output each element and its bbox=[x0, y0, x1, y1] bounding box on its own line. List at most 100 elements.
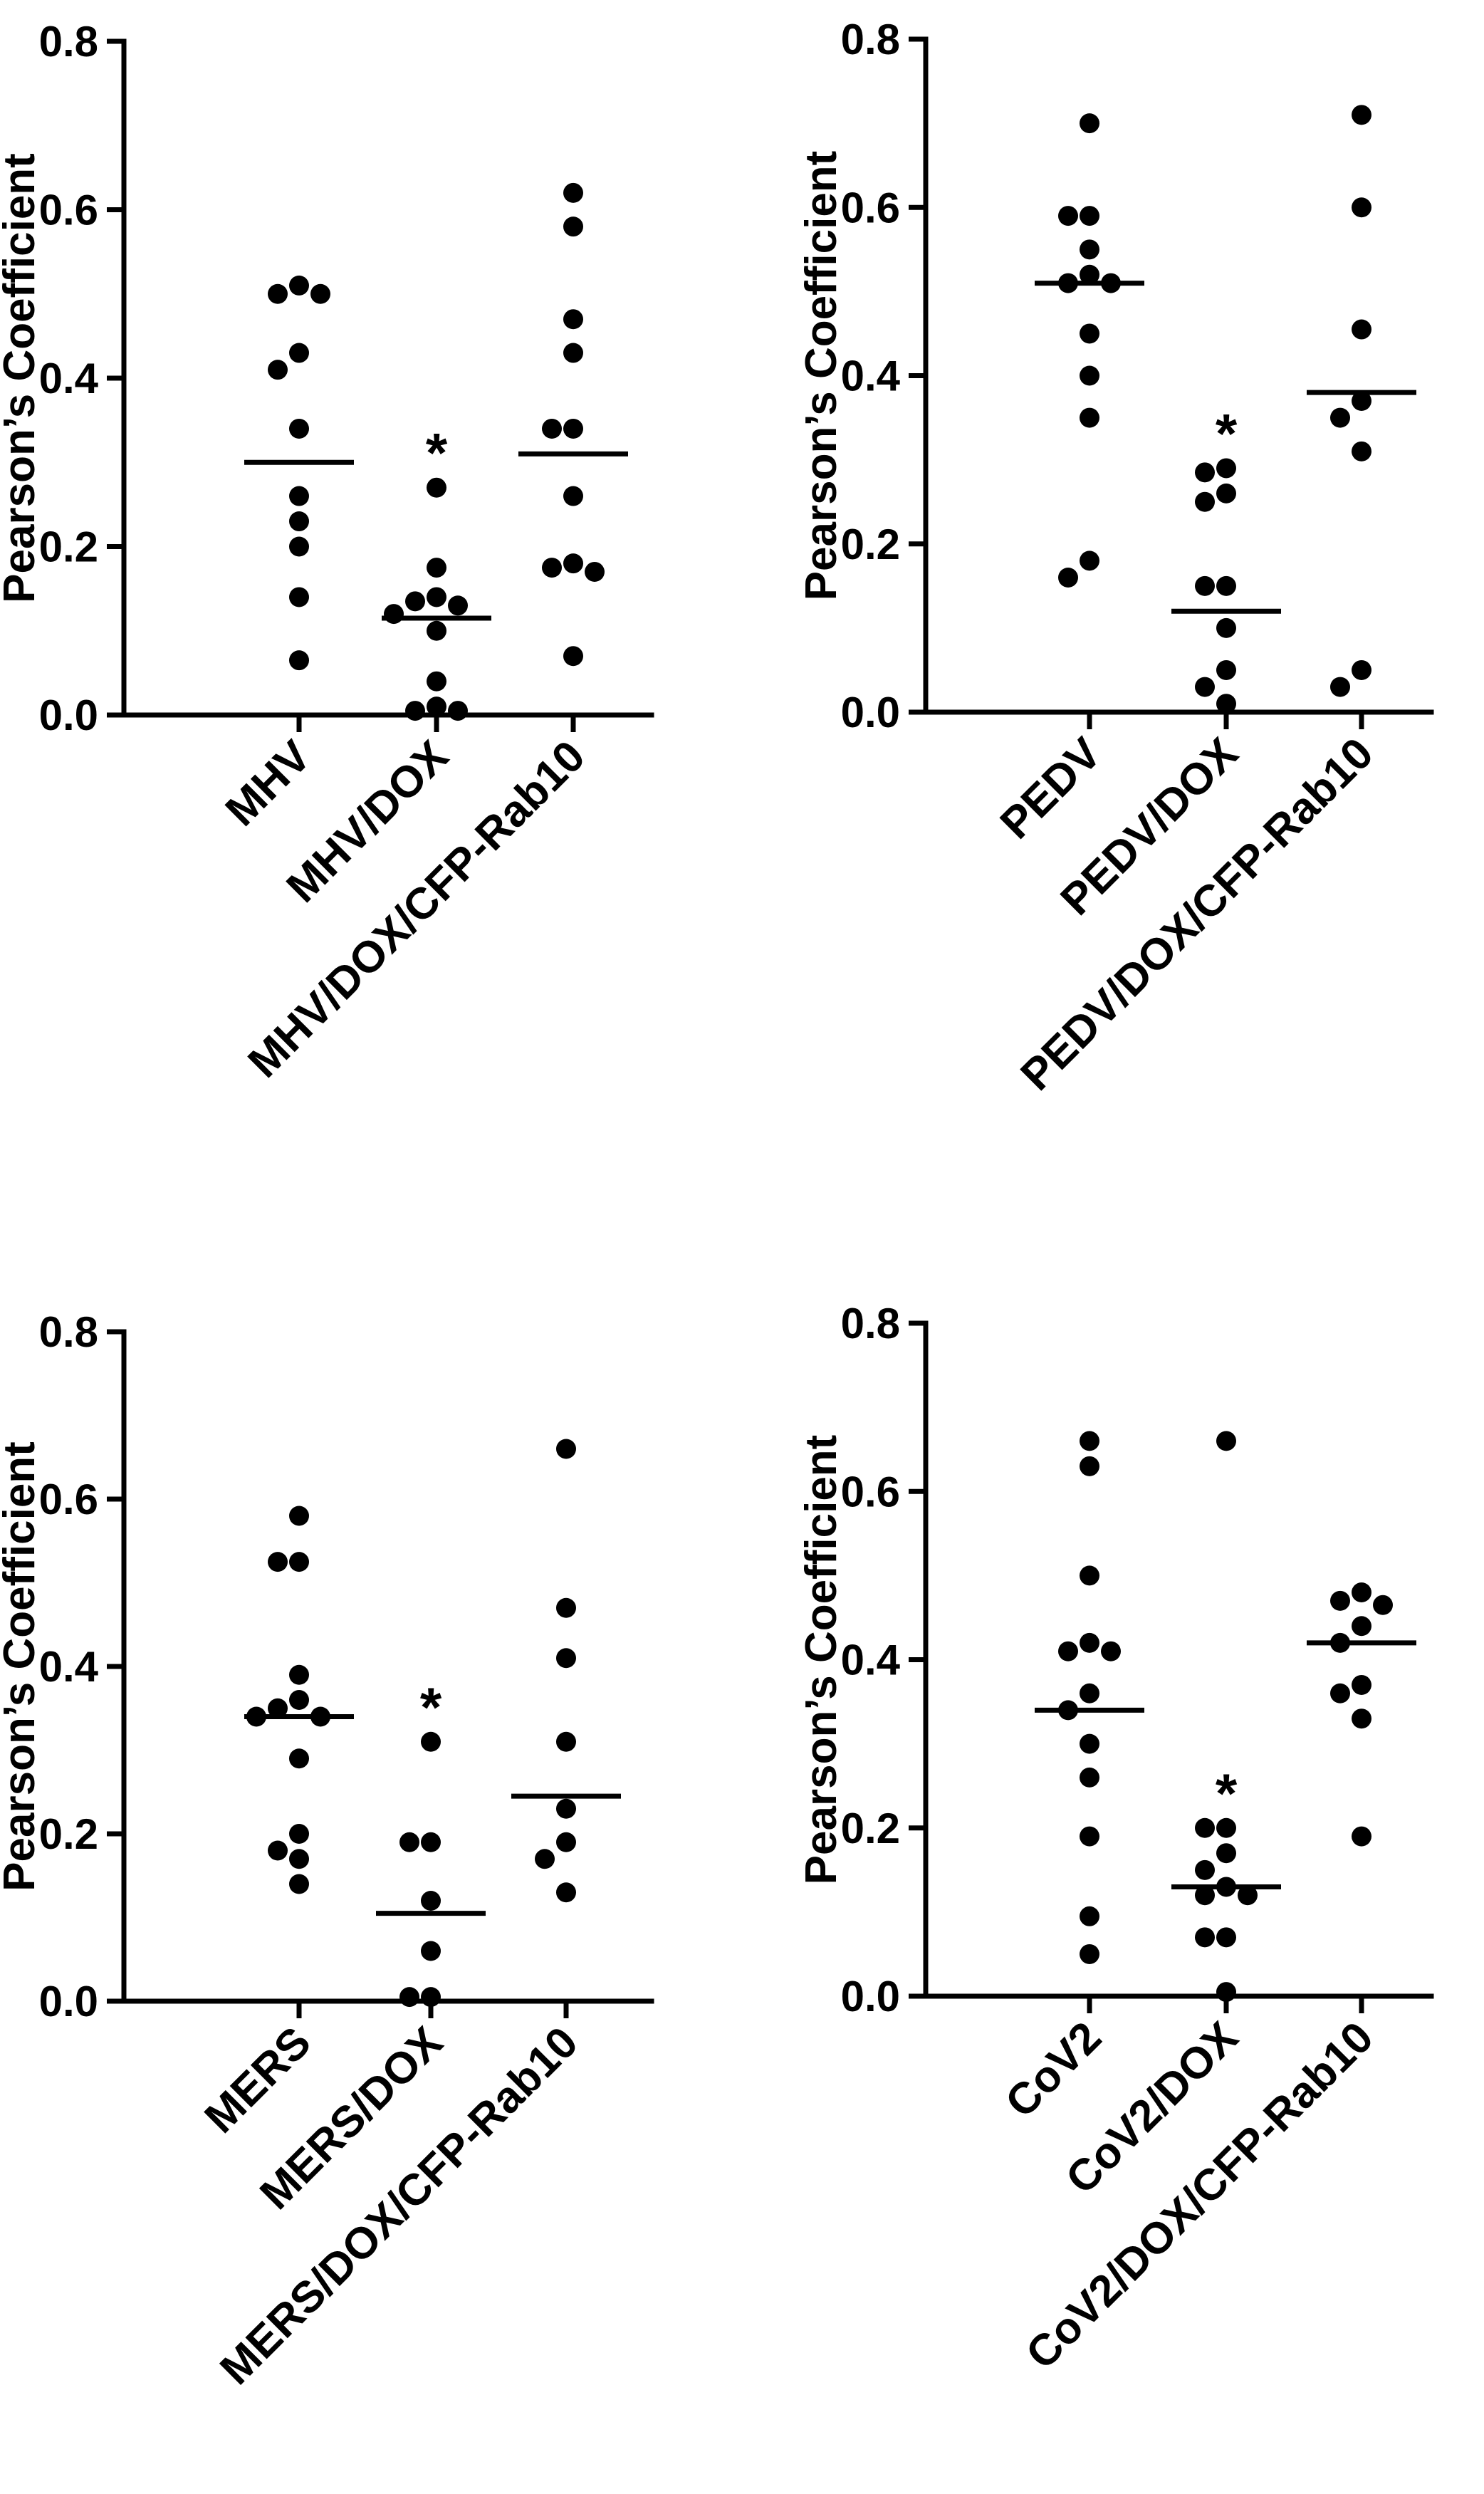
data-point bbox=[556, 1882, 576, 1903]
data-point bbox=[1330, 407, 1350, 428]
data-point bbox=[289, 1664, 309, 1685]
y-tick-label: 0.6 bbox=[39, 187, 98, 234]
data-point bbox=[1330, 677, 1350, 697]
data-point bbox=[405, 701, 425, 721]
data-point bbox=[1195, 1859, 1215, 1880]
data-point bbox=[585, 561, 605, 582]
data-point bbox=[1058, 568, 1078, 588]
y-tick-label: 0.4 bbox=[39, 355, 99, 402]
data-point bbox=[421, 1832, 441, 1852]
data-point bbox=[1216, 1927, 1236, 1948]
data-point bbox=[1080, 1826, 1099, 1847]
y-axis-title: Pearson’s Coefficient bbox=[0, 1441, 44, 1892]
data-point bbox=[289, 1748, 309, 1769]
data-point bbox=[289, 511, 309, 532]
data-point bbox=[542, 418, 562, 439]
y-tick-label: 0.0 bbox=[841, 1973, 900, 2020]
y-tick-label: 0.2 bbox=[841, 521, 900, 568]
data-point bbox=[1352, 659, 1371, 680]
data-point bbox=[563, 309, 583, 330]
data-point bbox=[563, 182, 583, 203]
data-point bbox=[1216, 483, 1236, 504]
significance-marker: * bbox=[1216, 402, 1238, 464]
data-point bbox=[1352, 1582, 1371, 1602]
y-tick-label: 0.8 bbox=[841, 16, 900, 63]
data-point bbox=[1352, 105, 1371, 125]
data-point bbox=[563, 343, 583, 363]
data-point bbox=[563, 553, 583, 574]
y-tick-label: 0.0 bbox=[841, 689, 900, 736]
data-point bbox=[1352, 1826, 1371, 1847]
category-label-mers: MERS bbox=[195, 2018, 320, 2142]
data-point bbox=[310, 283, 330, 304]
y-tick-label: 0.2 bbox=[39, 1810, 98, 1858]
data-point bbox=[563, 646, 583, 667]
data-point bbox=[289, 486, 309, 506]
data-point bbox=[1080, 1733, 1099, 1754]
y-axis-title: Pearson’s Coefficient bbox=[797, 1435, 846, 1885]
data-point bbox=[1080, 407, 1099, 428]
y-tick-label: 0.4 bbox=[841, 353, 901, 400]
data-point bbox=[427, 558, 446, 578]
chart-panel-4: 0.0 0.2 0.4 0.6 0.8 Pearson’s Coefficient CoV2… bbox=[797, 1300, 1434, 2379]
data-point bbox=[448, 595, 468, 616]
data-point bbox=[1195, 462, 1215, 483]
data-point bbox=[1080, 264, 1099, 285]
data-point bbox=[1080, 1431, 1099, 1451]
data-point bbox=[563, 418, 583, 439]
significance-marker: * bbox=[426, 422, 448, 484]
data-point bbox=[556, 1439, 576, 1459]
data-point bbox=[563, 486, 583, 506]
data-point bbox=[1216, 694, 1236, 714]
data-point bbox=[1216, 1982, 1236, 2003]
data-point bbox=[535, 1849, 555, 1869]
data-point bbox=[1352, 1674, 1371, 1695]
data-point bbox=[1058, 1641, 1078, 1661]
data-point bbox=[289, 1690, 309, 1710]
data-point bbox=[1195, 677, 1215, 697]
category-label-mhv: MHV bbox=[216, 731, 320, 835]
data-point bbox=[427, 696, 446, 717]
data-point bbox=[289, 1824, 309, 1844]
data-point bbox=[268, 283, 288, 304]
data-point bbox=[405, 591, 425, 612]
y-tick-label: 0.6 bbox=[39, 1476, 98, 1523]
data-point bbox=[1330, 1590, 1350, 1611]
y-tick-label: 0.0 bbox=[39, 692, 98, 739]
data-point bbox=[1330, 1683, 1350, 1703]
data-point bbox=[556, 1648, 576, 1669]
data-point bbox=[1195, 1817, 1215, 1838]
data-point bbox=[1195, 491, 1215, 512]
data-point bbox=[1080, 1632, 1099, 1653]
data-point bbox=[556, 1731, 576, 1752]
data-point bbox=[1352, 319, 1371, 340]
data-point bbox=[268, 360, 288, 380]
data-point bbox=[1373, 1595, 1393, 1615]
y-tick-label: 0.4 bbox=[841, 1637, 901, 1684]
data-point bbox=[421, 1891, 441, 1911]
data-point bbox=[399, 1987, 419, 2008]
y-axis-title: Pearson’s Coefficient bbox=[0, 153, 44, 603]
category-label-pedv: PEDV bbox=[991, 729, 1111, 848]
data-point bbox=[1216, 659, 1236, 680]
data-point bbox=[563, 216, 583, 237]
data-point bbox=[289, 275, 309, 296]
data-point bbox=[1238, 1885, 1258, 1906]
data-point bbox=[427, 671, 446, 692]
data-point bbox=[427, 477, 446, 498]
data-point bbox=[1195, 1885, 1215, 1906]
data-point bbox=[289, 1849, 309, 1869]
data-point bbox=[1080, 323, 1099, 344]
y-axis-title: Pearson’s Coefficient bbox=[797, 151, 846, 601]
data-point bbox=[384, 604, 404, 625]
data-point bbox=[1080, 206, 1099, 226]
data-point bbox=[556, 1798, 576, 1819]
y-tick-label: 0.6 bbox=[841, 1468, 900, 1515]
data-point bbox=[1216, 617, 1236, 638]
data-point bbox=[1080, 1683, 1099, 1703]
data-point bbox=[1352, 390, 1371, 411]
y-tick-label: 0.0 bbox=[39, 1978, 98, 2025]
data-point bbox=[1216, 1817, 1236, 1838]
data-point bbox=[556, 1832, 576, 1852]
y-tick-label: 0.8 bbox=[841, 1300, 900, 1347]
